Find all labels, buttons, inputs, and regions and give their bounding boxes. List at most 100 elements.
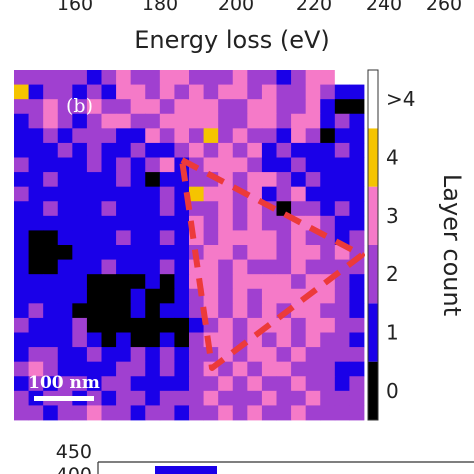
heatmap-cell <box>320 332 336 348</box>
heatmap-cell <box>101 113 117 129</box>
heatmap-cell <box>261 245 277 260</box>
heatmap-cell <box>232 215 248 231</box>
heatmap-cell <box>334 99 350 115</box>
heatmap-cell <box>232 245 248 260</box>
heatmap-cell <box>28 376 44 392</box>
heatmap-cell <box>43 215 59 231</box>
heatmap-cell <box>276 172 292 188</box>
heatmap-cell <box>28 142 44 158</box>
heatmap-cell <box>130 259 146 275</box>
heatmap-cell <box>261 274 277 290</box>
heatmap-cell <box>43 142 59 158</box>
heatmap-cell <box>305 128 321 144</box>
heatmap-cell <box>28 99 44 115</box>
heatmap-cell <box>57 347 73 363</box>
heatmap-cell <box>305 142 321 158</box>
heatmap-cell <box>101 99 117 115</box>
heatmap-cell <box>261 288 277 304</box>
heatmap-cell <box>218 361 234 377</box>
heatmap-cell <box>130 142 146 158</box>
heatmap-cell <box>72 332 88 348</box>
heatmap-cell <box>86 347 102 363</box>
heatmap-cell <box>28 113 44 129</box>
heatmap-cell <box>86 215 102 231</box>
heatmap-cell <box>232 84 248 100</box>
heatmap-cell <box>57 113 73 129</box>
heatmap-cell <box>247 186 263 202</box>
heatmap-cell <box>28 84 44 100</box>
heatmap-cell <box>334 70 350 85</box>
heatmap-cell <box>218 70 234 85</box>
heatmap-cell <box>116 113 132 129</box>
heatmap-cell <box>86 317 102 333</box>
heatmap-cell <box>174 405 190 421</box>
heatmap-cell <box>203 405 219 421</box>
heatmap-cell <box>218 215 234 231</box>
heatmap-cell <box>28 274 44 290</box>
colorbar-frame <box>367 69 379 421</box>
heatmap-cell <box>189 201 204 217</box>
heatmap-cell <box>145 172 161 188</box>
heatmap-cell <box>14 99 29 115</box>
top-tick-200: 200 <box>218 0 254 15</box>
heatmap-cell <box>116 361 132 377</box>
heatmap-cell <box>43 303 59 319</box>
heatmap-cell <box>145 84 161 100</box>
heatmap-cell <box>203 201 219 217</box>
heatmap-cell <box>232 172 248 188</box>
heatmap-cell <box>43 113 59 129</box>
colorbar-label-1: 1 <box>386 321 399 345</box>
heatmap-cell <box>218 288 234 304</box>
heatmap-cell <box>218 142 234 158</box>
heatmap-cell <box>159 288 175 304</box>
top-tick-180: 180 <box>142 0 178 15</box>
heatmap-cell <box>86 230 102 246</box>
heatmap-cell <box>72 84 88 100</box>
heatmap-cell <box>334 405 350 421</box>
heatmap-cell <box>218 113 234 129</box>
heatmap-cell <box>14 361 29 377</box>
heatmap-cell <box>218 245 234 260</box>
heatmap-cell <box>232 376 248 392</box>
heatmap-cell <box>43 259 59 275</box>
heatmap-cell <box>86 186 102 202</box>
heatmap-cell <box>174 99 190 115</box>
heatmap-cell <box>334 201 350 217</box>
heatmap-cell <box>349 201 365 217</box>
heatmap-cell <box>57 142 73 158</box>
heatmap-cell <box>57 128 73 144</box>
heatmap-cell <box>189 186 204 202</box>
heatmap-cell <box>86 245 102 260</box>
heatmap-cell <box>130 230 146 246</box>
heatmap-cell <box>130 317 146 333</box>
heatmap-cell <box>72 317 88 333</box>
heatmap-cell <box>261 332 277 348</box>
heatmap-cell <box>291 157 307 173</box>
scale-bar-label: 100 nm <box>28 373 100 393</box>
heatmap-cell <box>247 215 263 231</box>
heatmap-cell <box>72 361 88 377</box>
heatmap-cell <box>305 172 321 188</box>
heatmap-cell <box>320 245 336 260</box>
region-outline <box>179 157 365 371</box>
heatmap-cell <box>334 84 350 100</box>
heatmap-cell <box>320 317 336 333</box>
heatmap-cell <box>247 84 263 100</box>
heatmap-cell <box>57 317 73 333</box>
heatmap-cell <box>57 70 73 85</box>
heatmap-cell <box>43 128 59 144</box>
heatmap-cell <box>203 113 219 129</box>
heatmap-cell <box>130 303 146 319</box>
heatmap-cell <box>116 259 132 275</box>
heatmap-cell <box>14 201 29 217</box>
heatmap-cell <box>232 70 248 85</box>
heatmap-cell <box>276 288 292 304</box>
heatmap-cell <box>86 288 102 304</box>
heatmap-cell <box>174 274 190 290</box>
heatmap-cell <box>72 172 88 188</box>
heatmap-cell <box>203 128 219 144</box>
heatmap-cell <box>43 230 59 246</box>
heatmap-cell <box>86 259 102 275</box>
heatmap-cell <box>320 99 336 115</box>
